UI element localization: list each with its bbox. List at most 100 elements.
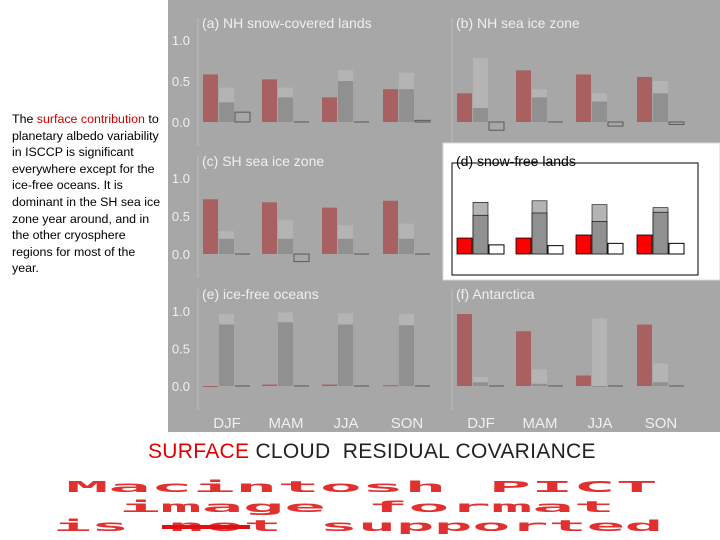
residual-bar — [473, 58, 488, 122]
surface-bar — [383, 200, 398, 254]
cloud-bar — [338, 81, 353, 122]
cloud-bar — [653, 382, 668, 386]
placeholder-underline — [162, 525, 250, 529]
surface-bar — [383, 89, 398, 122]
x-tick-label: JJA — [333, 415, 358, 432]
description-after: to planetary albedo variability in ISCCP… — [12, 112, 161, 276]
cloud-bar — [653, 93, 668, 122]
panel-frame — [451, 162, 699, 276]
panel-title: (f) Antarctica — [456, 286, 535, 302]
covariance-bar — [607, 242, 624, 255]
highlight-panel-background — [442, 142, 720, 281]
covariance-bar — [547, 245, 564, 255]
unsupported-image-placeholder: Macintosh PICT image format is not suppo… — [53, 478, 663, 535]
description-before: The — [12, 112, 37, 126]
covariance-bar — [607, 121, 624, 127]
surface-bar — [637, 76, 652, 122]
surface-bar — [636, 234, 653, 255]
x-tick-label: JJA — [587, 415, 612, 432]
y-tick-label: 0.5 — [172, 342, 190, 357]
panel-title: (e) ice-free oceans — [202, 286, 319, 302]
legend-cloud: CLOUD — [255, 440, 331, 463]
legend-surface: SURFACE — [148, 440, 250, 463]
surface-bar — [322, 97, 337, 122]
surface-bar — [322, 207, 337, 254]
surface-bar — [203, 74, 218, 122]
x-tick-label: MAM — [269, 415, 304, 432]
surface-bar — [576, 74, 591, 122]
x-tick-label: SON — [645, 415, 678, 432]
cloud-bar — [473, 108, 488, 122]
x-tick-label: DJF — [213, 415, 241, 432]
legend-residual: RESIDUAL — [342, 440, 450, 463]
cloud-bar — [532, 97, 547, 122]
surface-bar — [262, 384, 277, 386]
cloud-bar — [399, 89, 414, 122]
surface-bar — [457, 93, 472, 122]
residual-bar — [532, 369, 547, 386]
residual-bar — [653, 363, 668, 386]
cloud-bar — [338, 238, 353, 254]
surface-bar — [637, 324, 652, 386]
panel-title: (a) NH snow-covered lands — [202, 15, 372, 31]
covariance-bar — [488, 121, 505, 131]
description-highlight: surface contribution — [36, 112, 145, 126]
surface-bar — [203, 199, 218, 254]
covariance-bar — [293, 253, 310, 263]
cloud-bar — [473, 382, 488, 386]
cloud-bar — [278, 322, 293, 386]
surface-bar — [576, 375, 591, 386]
cloud-bar — [532, 383, 547, 386]
y-tick-label: 0.5 — [172, 209, 190, 224]
cloud-bar — [278, 97, 293, 122]
y-tick-label: 0.0 — [172, 379, 190, 394]
legend-covariance: COVARIANCE — [455, 440, 596, 463]
surface-bar — [203, 386, 218, 387]
surface-bar — [456, 237, 473, 255]
description-text: The surface contribution to planetary al… — [12, 111, 164, 277]
surface-bar — [516, 331, 531, 386]
surface-bar — [457, 314, 472, 386]
y-tick-label: 1.0 — [172, 304, 190, 319]
cloud-bar — [591, 221, 608, 255]
surface-bar — [516, 70, 531, 122]
surface-bar — [262, 79, 277, 122]
panel-title: (b) NH sea ice zone — [456, 15, 580, 31]
residual-bar — [592, 318, 607, 386]
surface-bar — [322, 384, 337, 386]
y-tick-label: 0.5 — [172, 74, 190, 89]
covariance-bar — [668, 121, 685, 125]
cloud-bar — [531, 212, 548, 255]
surface-bar — [515, 237, 532, 255]
cloud-bar — [592, 101, 607, 122]
covariance-bar — [488, 244, 505, 255]
covariance-bar — [668, 242, 685, 255]
cloud-bar — [219, 238, 234, 254]
x-tick-label: DJF — [467, 415, 495, 432]
cloud-bar — [219, 102, 234, 122]
panel-title: (c) SH sea ice zone — [202, 153, 324, 169]
cloud-bar — [338, 324, 353, 386]
x-tick-label: MAM — [523, 415, 558, 432]
residual-bar — [473, 377, 488, 386]
cloud-bar — [472, 214, 489, 255]
cloud-bar — [399, 238, 414, 254]
y-tick-label: 1.0 — [172, 171, 190, 186]
cloud-bar — [652, 211, 669, 255]
placeholder-line-2: image format — [119, 498, 615, 516]
y-tick-label: 1.0 — [172, 33, 190, 48]
cloud-bar — [219, 324, 234, 386]
cloud-bar — [278, 238, 293, 254]
surface-bar — [383, 385, 398, 387]
covariance-bar — [234, 111, 251, 123]
y-tick-label: 0.0 — [172, 247, 190, 262]
cloud-bar — [592, 386, 607, 387]
placeholder-line-1: Macintosh PICT — [66, 478, 658, 496]
surface-bar — [575, 234, 592, 255]
x-tick-label: SON — [391, 415, 424, 432]
cloud-bar — [399, 325, 414, 386]
surface-bar — [262, 202, 277, 254]
y-tick-label: 0.0 — [172, 115, 190, 130]
component-legend: SURFACE CLOUD RESIDUAL COVARIANCE — [148, 440, 596, 464]
